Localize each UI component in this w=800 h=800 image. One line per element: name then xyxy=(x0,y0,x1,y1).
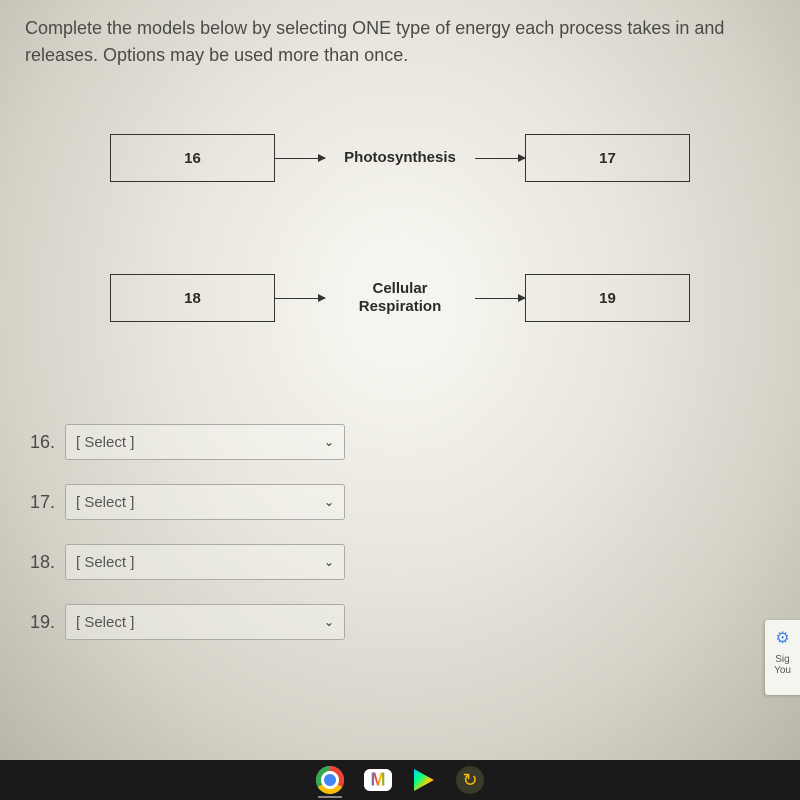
taskbar: ↻ xyxy=(0,760,800,800)
select-row-17: 17. [ Select ] ⌄ xyxy=(25,484,775,520)
photosynthesis-row: 16 Photosynthesis 17 xyxy=(25,134,775,182)
respiration-row: 18 Cellular Respiration 19 xyxy=(25,274,775,322)
select-num-17: 17. xyxy=(25,492,65,513)
chrome-app[interactable] xyxy=(316,766,344,794)
active-indicator xyxy=(318,796,342,798)
chrome-icon xyxy=(316,766,344,794)
arrow-icon xyxy=(475,158,525,159)
play-store-app[interactable] xyxy=(412,767,436,793)
select-placeholder: [ Select ] xyxy=(76,494,134,511)
chevron-down-icon: ⌄ xyxy=(324,615,334,629)
chevron-down-icon: ⌄ xyxy=(324,555,334,569)
arrow-icon xyxy=(275,158,325,159)
box-16: 16 xyxy=(110,134,275,182)
respiration-label: Cellular Respiration xyxy=(325,280,475,316)
box-16-label: 16 xyxy=(184,150,201,167)
select-dropdown-17[interactable]: [ Select ] ⌄ xyxy=(65,484,345,520)
select-dropdown-16[interactable]: [ Select ] ⌄ xyxy=(65,424,345,460)
widget-text-2: You xyxy=(774,665,791,676)
respiration-label-line1: Cellular xyxy=(372,280,427,297)
select-num-16: 16. xyxy=(25,432,65,453)
chevron-down-icon: ⌄ xyxy=(324,435,334,449)
select-dropdown-19[interactable]: [ Select ] ⌄ xyxy=(65,604,345,640)
arrow-icon xyxy=(275,298,325,299)
select-placeholder: [ Select ] xyxy=(76,554,134,571)
instruction-text: Complete the models below by selecting O… xyxy=(25,15,775,69)
question-content: Complete the models below by selecting O… xyxy=(0,0,800,760)
box-19: 19 xyxy=(525,274,690,322)
diagram-area: 16 Photosynthesis 17 18 Cellular Respira… xyxy=(25,124,775,384)
box-17-label: 17 xyxy=(599,150,616,167)
select-row-16: 16. [ Select ] ⌄ xyxy=(25,424,775,460)
select-num-19: 19. xyxy=(25,612,65,633)
select-placeholder: [ Select ] xyxy=(76,614,134,631)
select-num-18: 18. xyxy=(25,552,65,573)
select-dropdown-18[interactable]: [ Select ] ⌄ xyxy=(65,544,345,580)
arrow-icon xyxy=(475,298,525,299)
box-17: 17 xyxy=(525,134,690,182)
gmail-app[interactable] xyxy=(364,769,392,791)
photosynthesis-label: Photosynthesis xyxy=(325,149,475,167)
box-18: 18 xyxy=(110,274,275,322)
widget-text-1: Sig xyxy=(775,654,789,665)
select-row-19: 19. [ Select ] ⌄ xyxy=(25,604,775,640)
gear-icon: ⚙ xyxy=(775,628,789,648)
select-row-18: 18. [ Select ] ⌄ xyxy=(25,544,775,580)
select-placeholder: [ Select ] xyxy=(76,434,134,451)
chevron-down-icon: ⌄ xyxy=(324,495,334,509)
respiration-label-line2: Respiration xyxy=(359,298,442,315)
refresh-icon: ↻ xyxy=(456,766,484,794)
play-icon xyxy=(412,767,436,793)
signin-widget[interactable]: ⚙ Sig You xyxy=(765,620,800,695)
box-18-label: 18 xyxy=(184,290,201,307)
box-19-label: 19 xyxy=(599,290,616,307)
gmail-icon xyxy=(364,769,392,791)
select-list: 16. [ Select ] ⌄ 17. [ Select ] ⌄ 18. [ … xyxy=(25,424,775,640)
refresh-app[interactable]: ↻ xyxy=(456,766,484,794)
